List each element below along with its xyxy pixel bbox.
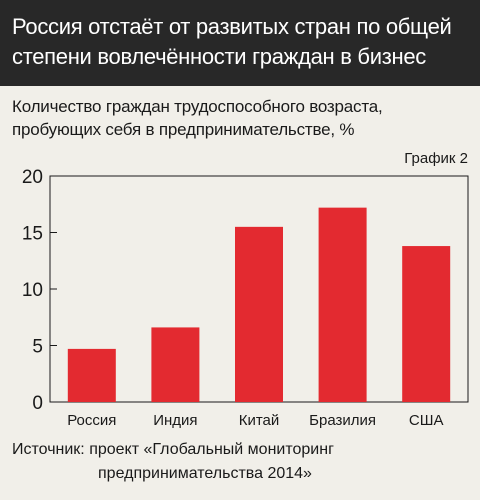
source-line-2: предпринимательства 2014»	[98, 465, 312, 482]
chart-title-line-2: степени вовлечённости граждан в бизнес	[12, 44, 426, 69]
y-tick-label: 15	[22, 224, 43, 245]
bar-1	[151, 327, 200, 402]
bar-2	[235, 226, 283, 402]
x-tick-label: Россия	[67, 412, 116, 429]
y-tick-label: 0	[32, 393, 43, 414]
source-note: Источник: проект «Глобальный мониторинг …	[12, 438, 468, 486]
bar-3	[318, 207, 367, 402]
chart-title: Россия отстаёт от развитых стран по обще…	[0, 0, 480, 86]
x-tick-label: Индия	[153, 412, 197, 429]
chart-number-label: График 2	[404, 150, 468, 167]
chart-subtitle-line-2: пробующих себя в предпринимательстве, %	[12, 120, 355, 139]
y-tick-label: 5	[32, 337, 43, 358]
x-tick-label: Китай	[239, 412, 280, 429]
x-tick-label: Бразилия	[309, 412, 376, 429]
bar-chart: 0 5 10 15 20 Россия Индия Китай Бразилия США	[22, 167, 469, 429]
x-tick-label: США	[409, 412, 444, 429]
source-line-1: Источник: проект «Глобальный мониторинг	[12, 441, 334, 458]
chart-subtitle: Количество граждан трудоспособного возра…	[12, 95, 468, 141]
bar-4	[402, 246, 451, 402]
chart-subtitle-line-1: Количество граждан трудоспособного возра…	[12, 97, 383, 116]
chart-title-line-1: Россия отстаёт от развитых стран по обще…	[12, 14, 452, 39]
bar-0	[67, 348, 116, 402]
y-tick-label: 20	[22, 167, 43, 188]
y-tick-label: 10	[22, 280, 43, 301]
